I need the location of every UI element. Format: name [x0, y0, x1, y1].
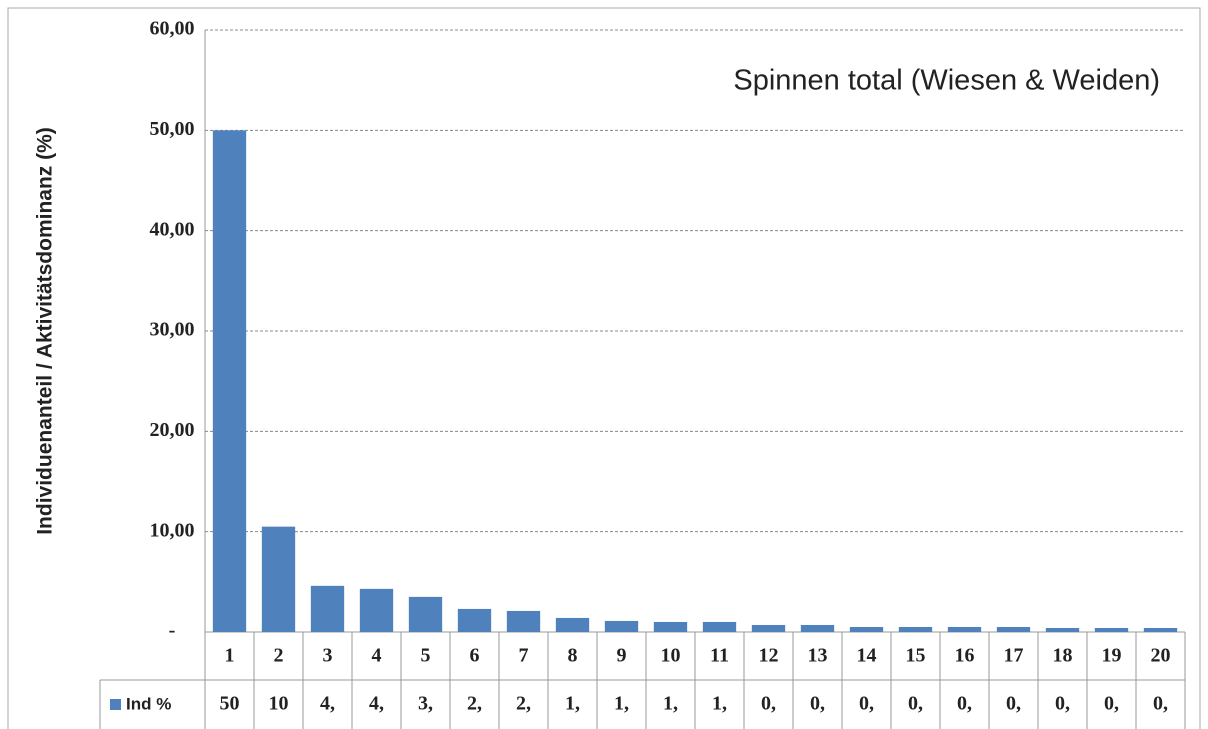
data-table-value: 1,	[663, 693, 678, 715]
x-tick-label: 11	[710, 645, 729, 667]
x-tick-label: 10	[661, 645, 681, 667]
x-tick-label: 4	[372, 645, 382, 667]
bar	[457, 608, 492, 632]
bar	[751, 624, 786, 632]
x-tick-label: 18	[1053, 645, 1073, 667]
data-table-value: 0,	[1153, 693, 1168, 715]
y-tick-label: -	[169, 620, 176, 642]
legend-label: Ind %	[126, 694, 171, 713]
x-tick-label: 12	[759, 645, 779, 667]
x-tick-label: 8	[568, 645, 578, 667]
bar	[1143, 627, 1178, 632]
x-tick-label: 9	[617, 645, 627, 667]
data-table-value: 4,	[369, 693, 384, 715]
bar	[604, 620, 639, 632]
data-table-value: 50	[220, 693, 240, 715]
legend-swatch	[110, 699, 121, 710]
data-table-value: 1,	[614, 693, 629, 715]
x-tick-label: 6	[470, 645, 480, 667]
bar	[1045, 627, 1080, 632]
bar	[947, 626, 982, 632]
data-table-value: 1,	[565, 693, 580, 715]
data-table-value: 2,	[467, 693, 482, 715]
x-tick-label: 5	[421, 645, 431, 667]
y-tick-label: 40,00	[150, 218, 195, 240]
x-tick-label: 16	[955, 645, 975, 667]
bar	[212, 130, 247, 633]
data-table-value: 1,	[712, 693, 727, 715]
bar	[996, 626, 1031, 632]
bar	[898, 626, 933, 632]
data-table-value: 0,	[957, 693, 972, 715]
bar	[800, 624, 835, 632]
bar	[1094, 627, 1129, 632]
x-tick-label: 14	[857, 645, 877, 667]
y-tick-label: 20,00	[150, 419, 195, 441]
data-table-value: 0,	[1055, 693, 1070, 715]
x-tick-label: 13	[808, 645, 828, 667]
x-tick-label: 1	[225, 645, 235, 667]
bar	[702, 621, 737, 632]
x-tick-label: 7	[519, 645, 529, 667]
data-table-value: 0,	[1006, 693, 1021, 715]
data-table-value: 0,	[1104, 693, 1119, 715]
bar	[849, 626, 884, 632]
x-tick-label: 15	[906, 645, 926, 667]
bar	[310, 585, 345, 632]
bar	[408, 596, 443, 632]
x-tick-label: 2	[274, 645, 284, 667]
x-tick-label: 19	[1102, 645, 1122, 667]
y-tick-label: 60,00	[150, 18, 195, 40]
bar	[555, 617, 590, 632]
bar	[506, 610, 541, 632]
chart-title: Spinnen total (Wiesen & Weiden)	[733, 65, 1160, 97]
data-table-value: 3,	[418, 693, 433, 715]
bar	[359, 588, 394, 632]
y-tick-label: 10,00	[150, 519, 195, 541]
bar	[653, 621, 688, 632]
y-tick-label: 30,00	[150, 319, 195, 341]
data-table-value: 0,	[859, 693, 874, 715]
y-tick-label: 50,00	[150, 118, 195, 140]
bar	[261, 526, 296, 632]
x-tick-label: 20	[1151, 645, 1171, 667]
x-tick-label: 3	[323, 645, 333, 667]
data-table-value: 4,	[320, 693, 335, 715]
data-table-value: 0,	[908, 693, 923, 715]
data-table-value: 2,	[516, 693, 531, 715]
x-tick-label: 17	[1004, 645, 1024, 667]
data-table-value: 0,	[761, 693, 776, 715]
y-axis-label: Individuenanteil / Aktivitätsdominanz (%…	[34, 127, 57, 535]
data-table-value: 0,	[810, 693, 825, 715]
chart-border	[7, 7, 1201, 729]
data-table-value: 10	[269, 693, 289, 715]
